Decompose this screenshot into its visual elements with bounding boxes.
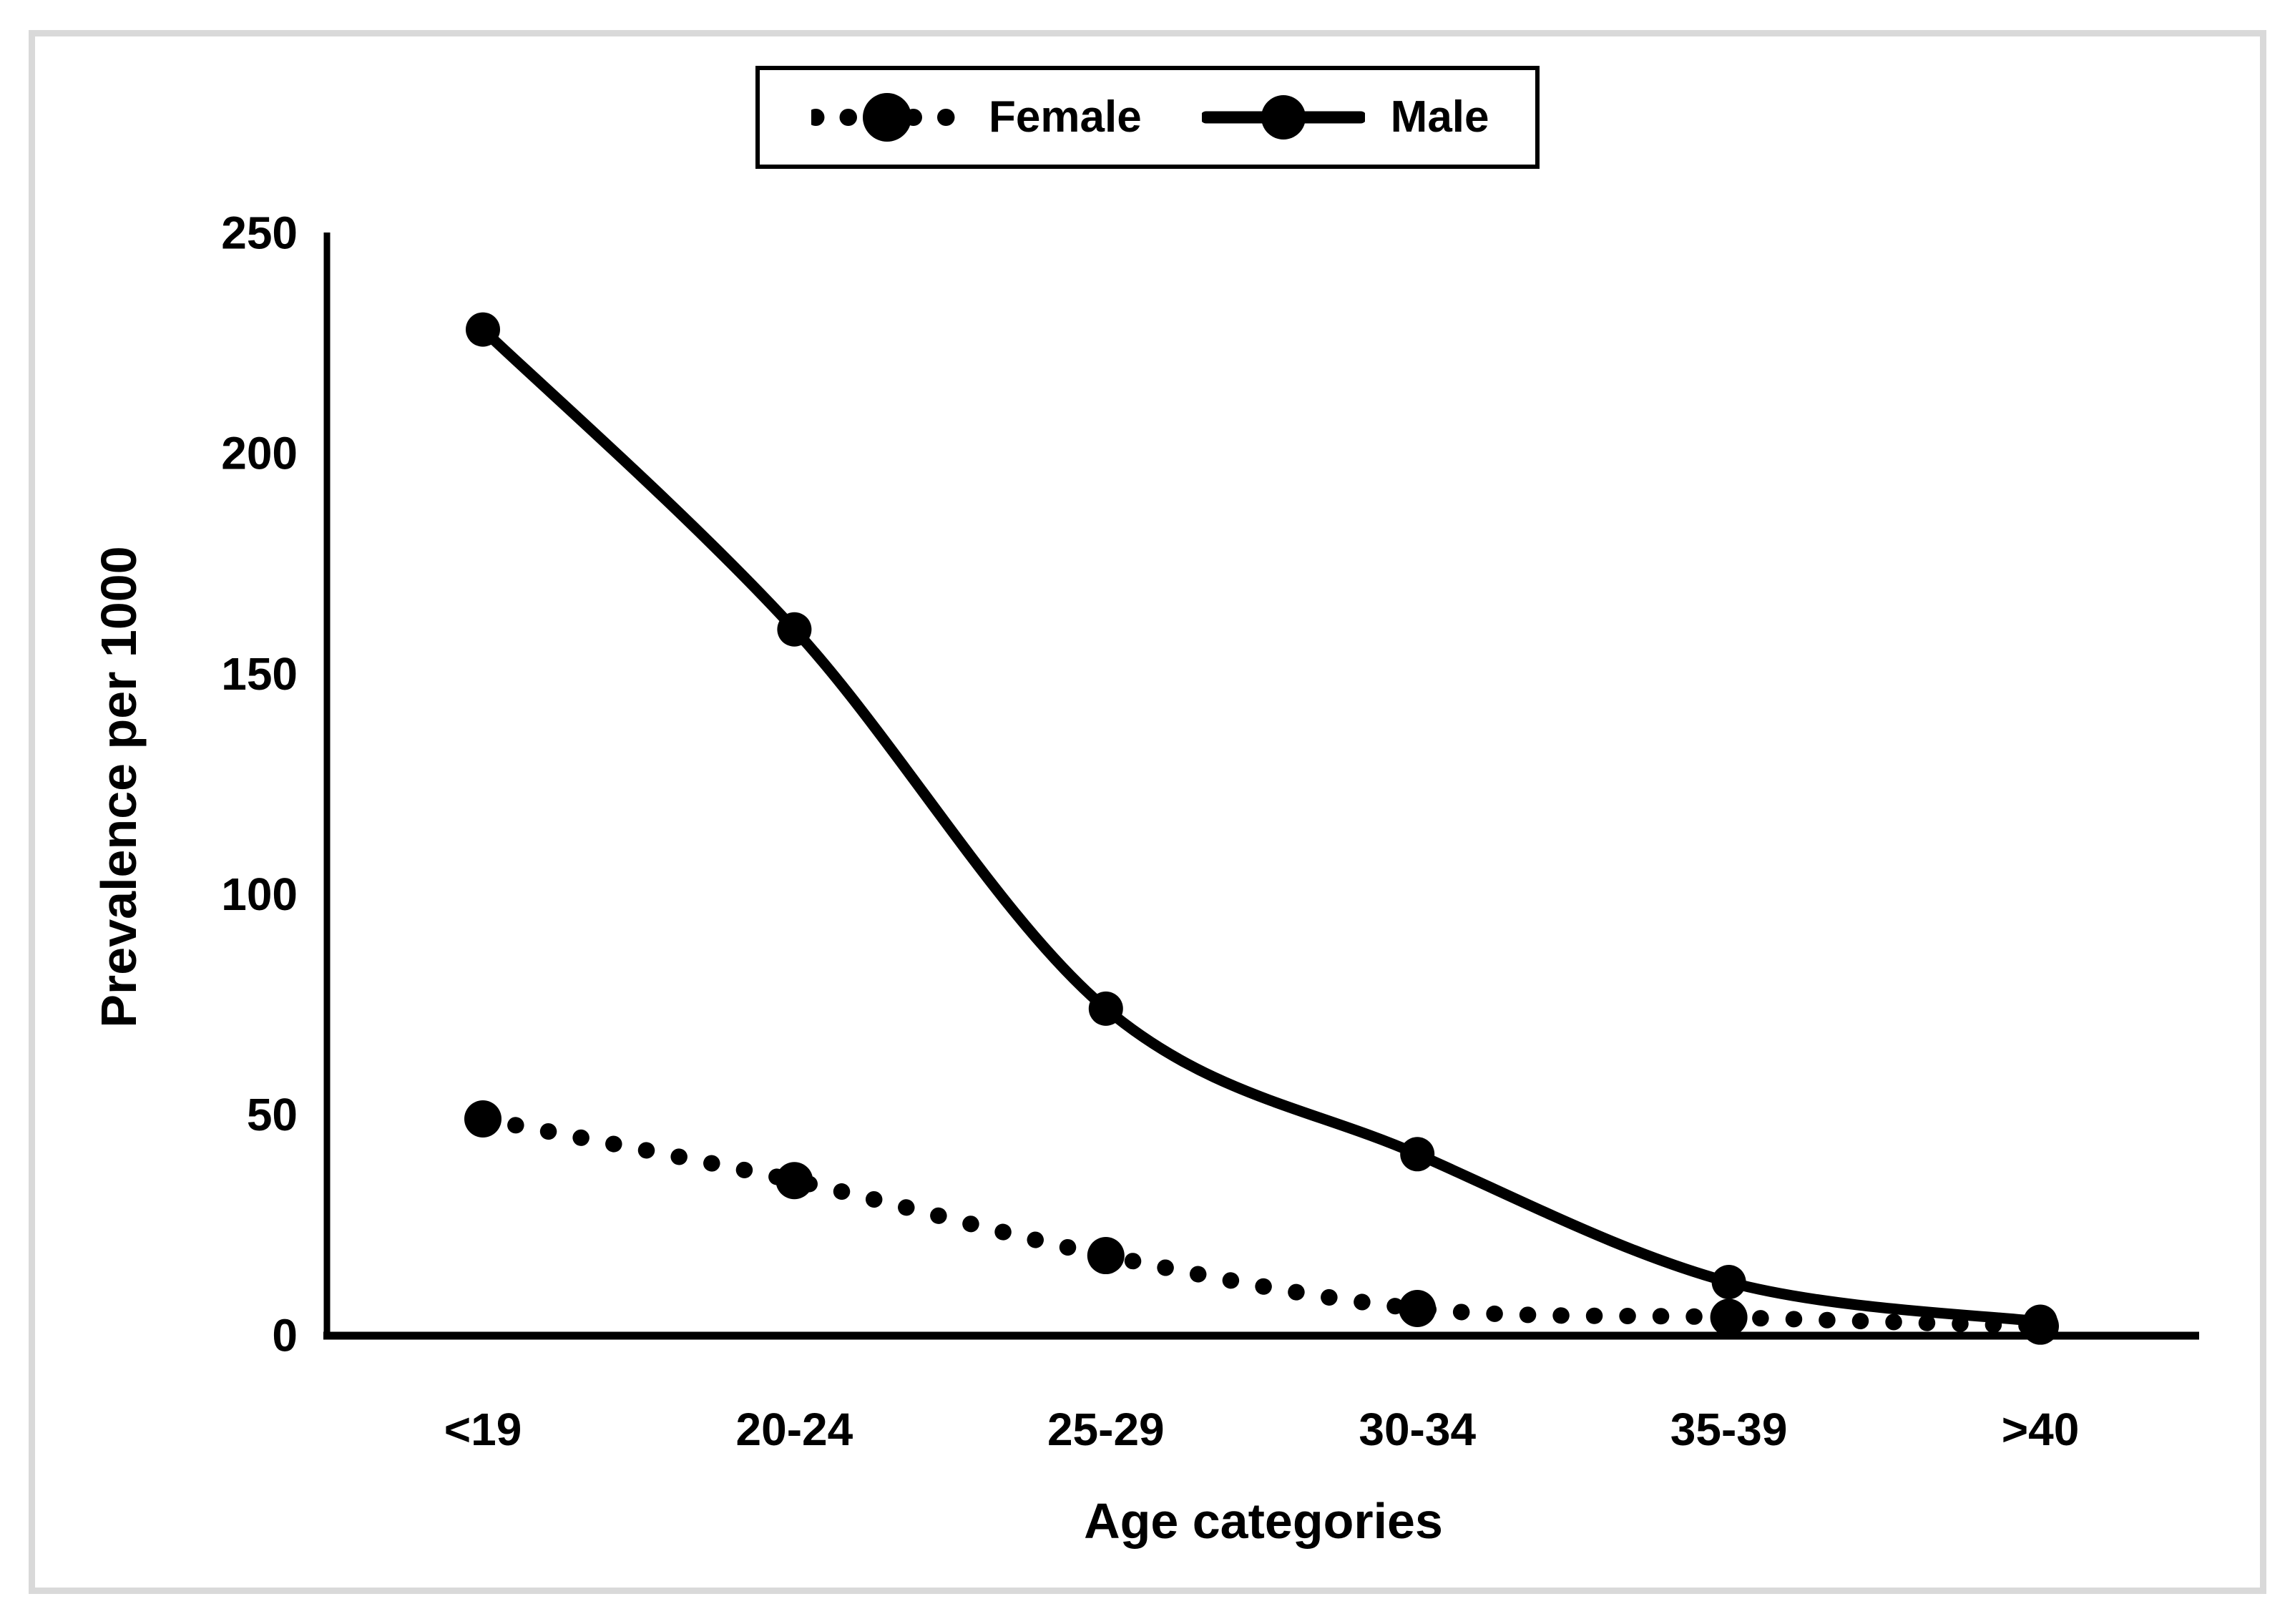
legend-label-male: Male (1390, 92, 1489, 142)
male-data-point-marker (2023, 1304, 2057, 1339)
legend-item-female: Female (811, 89, 1142, 146)
y-tick-label: 250 (221, 207, 298, 258)
legend-item-male: Male (1201, 89, 1489, 146)
x-tick-label: 25-29 (1047, 1404, 1165, 1455)
female-line-sample-icon (811, 93, 963, 142)
x-axis-title: Age categories (1084, 1493, 1443, 1549)
y-tick-label: 200 (221, 428, 298, 479)
male-data-point-marker (1711, 1265, 1746, 1300)
x-tick-label: 35-39 (1670, 1404, 1788, 1455)
y-tick-label: 150 (221, 648, 298, 700)
legend-label-female: Female (989, 92, 1142, 142)
legend: Female Male (755, 66, 1540, 169)
y-tick-label: 50 (247, 1089, 298, 1140)
male-line-sample-icon (1201, 95, 1365, 140)
y-tick-label: 0 (272, 1309, 298, 1361)
y-tick-label: 100 (221, 869, 298, 920)
x-tick-label: 30-34 (1359, 1404, 1476, 1455)
male-data-point-marker (1400, 1137, 1435, 1172)
female-data-point-marker (1710, 1298, 1748, 1336)
male-data-point-marker (466, 312, 500, 347)
male-data-point-marker (777, 612, 812, 647)
female-data-point-marker (1087, 1237, 1125, 1275)
female-line (474, 1110, 2049, 1335)
male-data-point-marker (1088, 991, 1123, 1026)
female-data-point-marker (1399, 1290, 1437, 1328)
x-tick-label: 20-24 (736, 1404, 853, 1455)
female-data-point-marker (775, 1162, 813, 1200)
x-tick-label: >40 (2002, 1404, 2080, 1455)
female-data-point-marker (464, 1100, 501, 1138)
y-axis-title: Prevalence per 1000 (91, 546, 147, 1027)
male-line (479, 326, 2041, 1327)
x-tick-label: <19 (444, 1404, 522, 1455)
